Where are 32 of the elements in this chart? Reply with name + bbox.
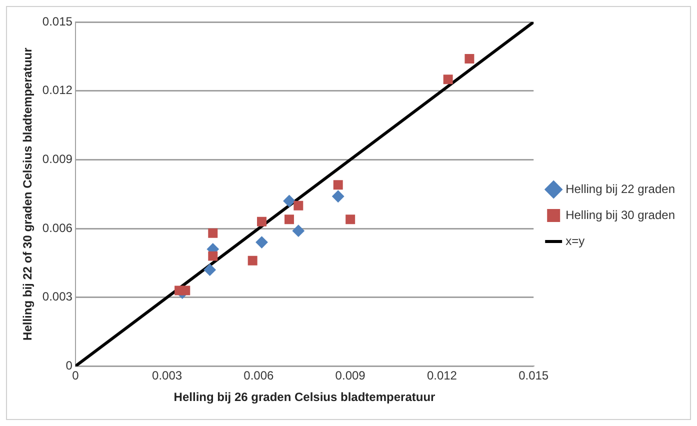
x-tick-label: 0.003 [152,368,182,383]
x-axis-title: Helling bij 26 graden Celsius bladtemperatuur [174,390,436,404]
legend-label: x=y [566,234,585,248]
y-tick-label: 0.015 [42,14,73,28]
point [208,228,218,238]
x-tick-label: 0.012 [426,368,458,383]
x-tick-label: 0.015 [518,368,549,383]
legend-label: Helling bij 30 graden [566,208,675,222]
point [248,256,258,266]
point [333,180,343,190]
point [208,251,218,261]
y-tick-label: 0.009 [42,152,73,166]
point [257,216,266,226]
point [292,224,304,237]
point [283,194,296,207]
point [256,236,268,248]
x-tick-label: 0.006 [244,368,274,383]
point [180,286,190,296]
point [204,264,216,276]
y-axis-title: Helling bij 22 of 30 graden Celsius bladtemperatuur [20,47,35,340]
point [346,214,356,224]
y-tick-label: 0.012 [42,83,73,98]
point [464,54,474,64]
y-tick-label: 0 [66,358,73,373]
point [443,74,453,84]
y-tick-label: 0.006 [42,220,73,235]
point [284,214,294,224]
point [294,200,304,210]
x-tick-label: 0.009 [335,368,366,383]
y-tick-label: 0.003 [42,290,73,304]
legend-label: Helling bij 22 graden [566,182,675,196]
point [332,190,344,202]
